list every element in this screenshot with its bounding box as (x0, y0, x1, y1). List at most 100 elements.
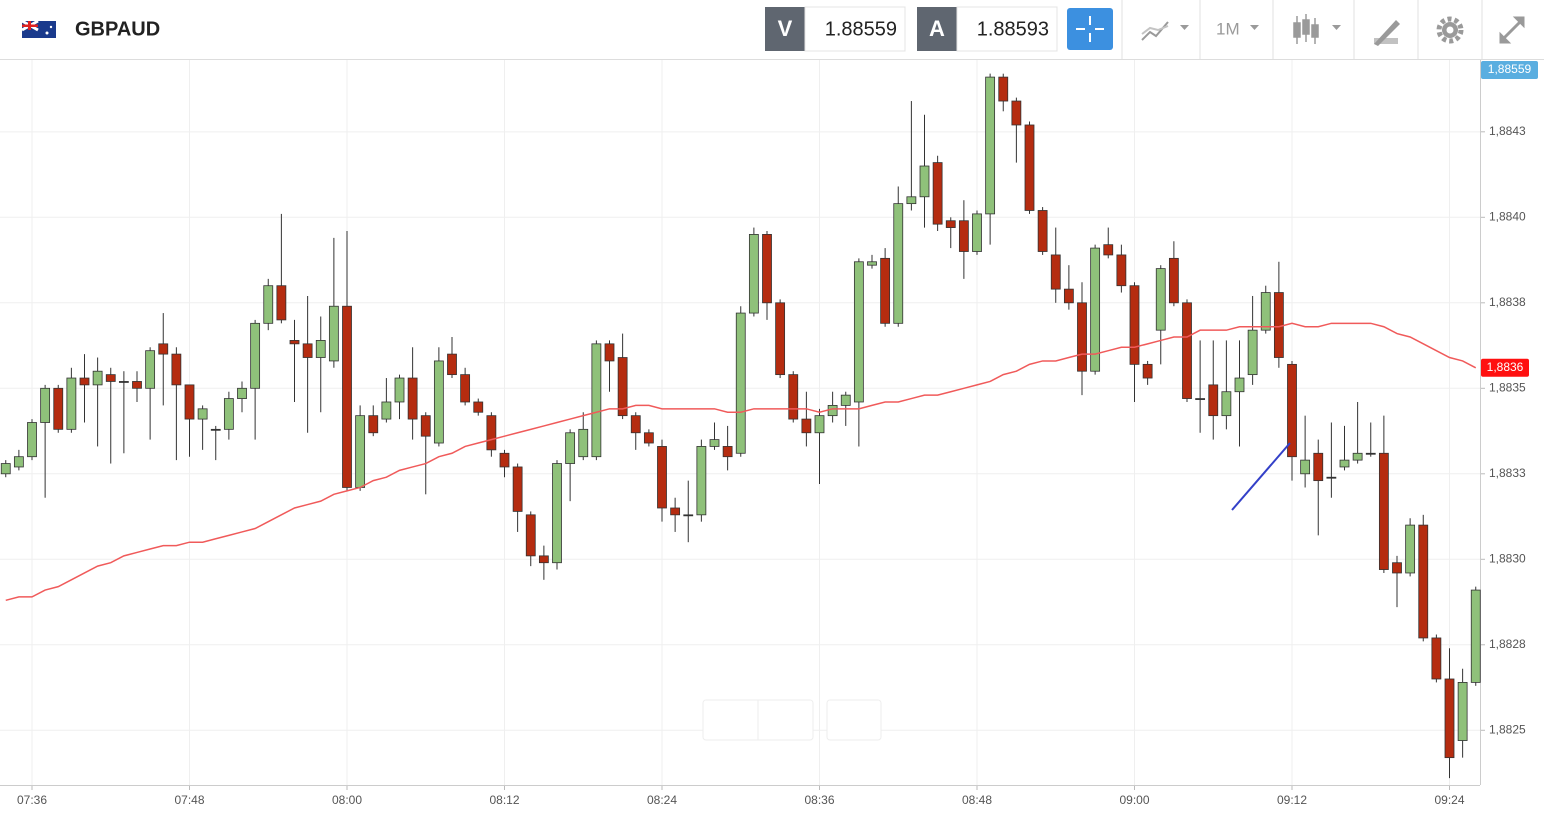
moving-average-marker (1481, 358, 1529, 377)
symbol: GBPAUD (75, 18, 160, 40)
buy-tag[interactable] (917, 7, 957, 51)
y-tick-label: 1,8840 (1489, 209, 1526, 223)
candle-body (919, 165, 930, 198)
candle-body (906, 196, 917, 205)
candle-body (1300, 459, 1311, 475)
crosshair-button[interactable] (1067, 8, 1113, 50)
candle-body (643, 432, 654, 444)
candle-body (1090, 247, 1101, 372)
settings-icon[interactable] (1436, 16, 1464, 44)
candle-body (1103, 244, 1114, 256)
candle-body (775, 302, 786, 376)
candle-body (538, 555, 549, 564)
candle-body (840, 394, 851, 406)
candle-body (1418, 524, 1429, 639)
candle-body (1247, 329, 1258, 376)
candle-body (145, 350, 156, 389)
sell-price-box[interactable] (804, 6, 906, 52)
candle-body (1208, 384, 1219, 417)
toolbar-separators (1121, 0, 1483, 59)
candle-body (184, 384, 195, 420)
buy-label: A (929, 16, 945, 41)
candle-body (420, 415, 431, 437)
candle-body (853, 261, 864, 403)
candle-body (1011, 100, 1022, 126)
trend-line[interactable] (1231, 442, 1291, 511)
candle-body (604, 343, 615, 362)
candle-body (814, 415, 825, 434)
dropdown-arrow (1180, 25, 1189, 30)
candle-body (525, 514, 536, 557)
crosshair-icon (1076, 16, 1104, 42)
candle-body (722, 446, 733, 458)
x-tick-label: 09:00 (1119, 793, 1149, 807)
candle-body (762, 234, 772, 304)
price-marker (1481, 61, 1538, 79)
candle-body (578, 428, 589, 458)
x-tick-label: 09:24 (1434, 793, 1464, 807)
candle-body (315, 340, 326, 358)
timeframe[interactable]: 1M (1216, 19, 1240, 38)
candle-body (276, 285, 287, 321)
moving-average-line (5, 322, 1477, 602)
candle-body (1050, 254, 1061, 290)
candle-body (591, 343, 602, 458)
expand-icon[interactable] (1499, 16, 1525, 44)
candle-body (985, 76, 996, 215)
y-tick-label: 1,8843 (1489, 124, 1526, 138)
candle-body (289, 340, 300, 345)
chart-type-icon[interactable] (1141, 21, 1169, 41)
candle-body (53, 387, 64, 430)
candle-body (1273, 292, 1284, 358)
candle-body (40, 387, 51, 423)
candle-body (1155, 268, 1166, 331)
moving-average-label: 1,8836 (1487, 360, 1524, 374)
x-tick-label: 07:36 (17, 793, 47, 807)
candle-body (932, 162, 943, 225)
candle-body (342, 305, 352, 488)
candle-body (512, 466, 523, 512)
dropdown-arrow (1250, 25, 1259, 30)
candle-body (368, 415, 379, 434)
buy-price: 1.88593 (977, 18, 1049, 40)
candle-body (1129, 285, 1140, 365)
candle-body (407, 377, 418, 420)
chart-controls (702, 699, 882, 741)
candle-body (709, 439, 720, 447)
reset-control[interactable] (826, 699, 882, 741)
sell-tag[interactable] (765, 7, 805, 51)
candle-body (1037, 210, 1048, 252)
overlay: 1,8836 1,88559 (5, 61, 1538, 602)
candle-body (118, 381, 129, 383)
candle-body (433, 360, 444, 444)
candle-body (1287, 363, 1297, 458)
candle-body (355, 415, 366, 488)
dropdown-arrow (1332, 25, 1341, 30)
candle-body (1182, 302, 1192, 399)
candle-body (263, 285, 274, 324)
candle-body (801, 418, 812, 434)
candle-body (565, 432, 576, 464)
candle-body (1326, 476, 1337, 479)
buy-price-box[interactable] (956, 6, 1058, 52)
candle-body (1339, 459, 1350, 468)
candle-body (1234, 377, 1245, 393)
flag-icon (21, 19, 56, 38)
x-tick-label: 08:36 (804, 793, 834, 807)
candle-body (1392, 562, 1402, 574)
candle-body (827, 405, 838, 417)
candle-body (735, 312, 746, 454)
candle-body (683, 514, 694, 517)
draw-icon[interactable] (1374, 20, 1400, 46)
candle-body (223, 398, 234, 430)
candle-body (13, 456, 24, 468)
x-tick-label: 08:24 (647, 793, 677, 807)
sell-price: 1.88559 (825, 18, 897, 40)
x-tick-label: 08:00 (332, 793, 362, 807)
candle-icon[interactable] (1293, 14, 1319, 44)
y-tick-label: 1,8838 (1489, 295, 1526, 309)
candle-body (328, 305, 339, 362)
candle-body (92, 370, 103, 386)
